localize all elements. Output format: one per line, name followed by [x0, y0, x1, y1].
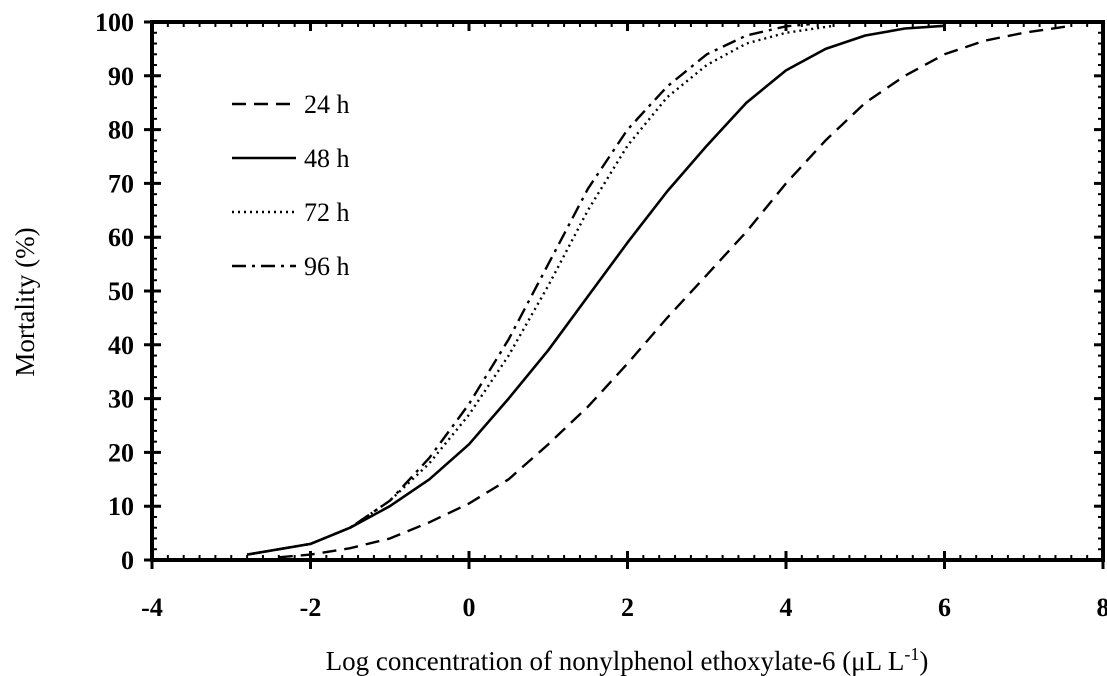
y-tick-label: 60	[108, 223, 134, 252]
series-group	[246, 23, 1072, 559]
series-line-96-h	[246, 23, 810, 556]
y-tick-label: 0	[121, 546, 134, 575]
y-tick-label: 70	[108, 169, 134, 198]
x-axis-title-main: Log concentration of nonylphenol ethoxyl…	[326, 646, 905, 676]
x-axis-title-suffix: )	[919, 646, 928, 676]
x-tick-label: 6	[938, 593, 951, 622]
series-line-24-h	[278, 24, 1072, 559]
x-axis-title: Log concentration of nonylphenol ethoxyl…	[326, 644, 929, 676]
legend-label: 72 h	[304, 198, 350, 227]
y-tick-label: 100	[95, 8, 134, 37]
legend: 24 h 48 h 72 h 96 h	[232, 90, 350, 281]
legend-label: 48 h	[304, 144, 350, 173]
x-axis-title-superscript: -1	[904, 644, 919, 664]
x-tick-label: 4	[780, 593, 793, 622]
legend-label: 96 h	[304, 252, 350, 281]
plot-frame	[150, 20, 1105, 562]
y-tick-label: 40	[108, 331, 134, 360]
y-tick-label: 90	[108, 62, 134, 91]
x-tick-label: 8	[1097, 593, 1107, 622]
minor-ticks	[151, 21, 1104, 561]
y-tick-label: 50	[108, 277, 134, 306]
x-tick-label: -4	[141, 593, 163, 622]
x-tick-label: 2	[621, 593, 634, 622]
y-axis-title: Mortality (%)	[10, 227, 40, 376]
y-tick-label: 30	[108, 385, 134, 414]
legend-label: 24 h	[304, 90, 350, 119]
y-tick-label: 20	[108, 438, 134, 467]
y-tick-label: 10	[108, 492, 134, 521]
series-line-48-h	[246, 24, 945, 556]
x-tick-label: -2	[300, 593, 322, 622]
y-tick-label: 80	[108, 116, 134, 145]
x-tick-label: 0	[463, 593, 476, 622]
